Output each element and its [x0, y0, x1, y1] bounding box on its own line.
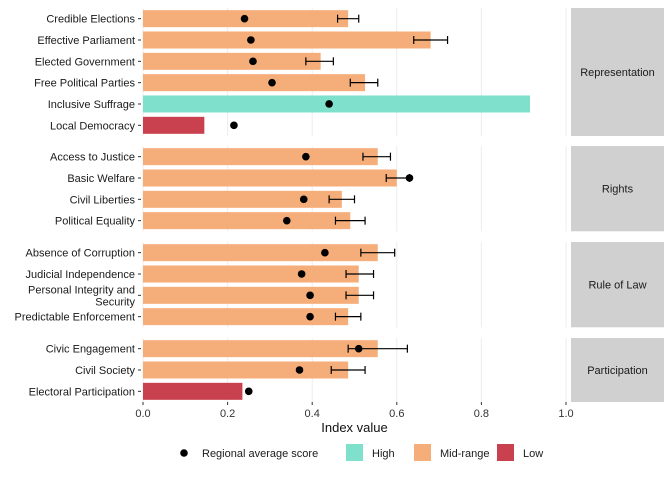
bar: [143, 52, 321, 70]
facet-strip: [571, 8, 664, 136]
bar: [143, 286, 359, 304]
regional-average-point: [325, 100, 333, 108]
bar: [143, 361, 349, 379]
regional-average-point: [247, 36, 255, 44]
bar: [143, 190, 342, 208]
category-label: Access to Justice: [50, 152, 135, 164]
category-label: Judicial Independence: [26, 269, 135, 281]
legend-swatch-mid-range: [414, 444, 431, 461]
category-label: Effective Parliament: [37, 35, 135, 47]
x-tick-label: 0.4: [305, 408, 320, 420]
legend-point-key: [180, 449, 188, 457]
panel-background: [141, 8, 568, 136]
facet-panel-rights: Rights Access to Justice Basic Welfare Civi…: [50, 146, 664, 232]
legend-label-low: Low: [523, 448, 543, 460]
bar: [143, 31, 431, 49]
regional-average-point: [306, 312, 314, 321]
facet-panel-participation: Participation Civic Engagement Civil Socie…: [29, 338, 664, 402]
facet-strip-label: Rights: [602, 184, 634, 196]
category-label: Predictable Enforcement: [15, 312, 135, 324]
bar: [143, 169, 397, 187]
x-axis: 0.0 0.2 0.4 0.6 0.8 1.0: [135, 401, 574, 420]
category-label: Political Equality: [55, 216, 136, 228]
category-label: Electoral Participation: [29, 386, 135, 398]
regional-average-point: [268, 78, 276, 87]
bar: [143, 74, 366, 92]
legend-swatch-high: [346, 444, 363, 461]
category-label: Local Democracy: [50, 120, 135, 132]
x-tick-label: 1.0: [558, 408, 573, 420]
x-tick-label: 0.6: [389, 408, 404, 420]
bar: [143, 148, 378, 166]
legend-point-label: Regional average score: [202, 448, 318, 460]
regional-average-point: [240, 14, 249, 23]
facet-panels: Representation Credible Elections Effectiv…: [15, 8, 664, 402]
category-label: Absence of Corruption: [26, 248, 135, 260]
bar: [143, 95, 531, 113]
bar: [143, 244, 378, 262]
x-tick-label: 0.0: [135, 408, 150, 420]
bar: [143, 382, 243, 400]
regional-average-point: [306, 291, 314, 300]
bar: [143, 265, 359, 283]
regional-average-point: [297, 270, 306, 278]
regional-average-point: [244, 387, 253, 396]
bar: [143, 308, 349, 326]
regional-average-point: [249, 57, 257, 66]
x-axis-title: Index value: [321, 420, 388, 435]
x-tick-label: 0.2: [220, 408, 235, 420]
facet-panel-representation: Representation Credible Elections Effectiv…: [34, 8, 664, 136]
category-label: Elected Government: [35, 56, 135, 68]
facet-strip-label: Rule of Law: [588, 280, 646, 292]
category-label: Credible Elections: [46, 14, 135, 26]
regional-average-point: [283, 216, 291, 225]
regional-average-point: [405, 174, 414, 182]
facet-strip: [571, 146, 664, 232]
regional-average-point: [299, 195, 308, 204]
bar: [143, 340, 378, 358]
facet-strip: [571, 242, 664, 328]
regional-average-point: [354, 344, 363, 353]
facet-panel-rule-of-law: Rule of Law Absence of Corruption Judicial…: [15, 242, 664, 328]
legend-swatch-low: [497, 444, 514, 461]
facet-strip: [571, 338, 664, 402]
category-label: Civic Engagement: [46, 344, 135, 356]
category-label: Basic Welfare: [67, 173, 135, 185]
regional-average-point: [295, 366, 304, 374]
category-label: Inclusive Suffrage: [48, 99, 135, 111]
regional-average-point: [321, 248, 329, 257]
regional-average-point: [302, 152, 310, 161]
x-tick-label: 0.8: [474, 408, 489, 420]
category-label: Free Political Parties: [34, 78, 135, 90]
legend-label-high: High: [372, 448, 395, 460]
legend-label-mid-range: Mid-range: [440, 448, 490, 460]
category-label: Civil Liberties: [70, 194, 136, 206]
facet-strip-label: Representation: [580, 67, 655, 79]
category-label: Civil Society: [75, 365, 135, 377]
legend: Regional average score High Mid-range Low: [180, 444, 543, 461]
bar: [143, 116, 205, 134]
bar: [143, 212, 351, 230]
facet-strip-label: Participation: [587, 365, 648, 377]
regional-average-point: [230, 121, 238, 130]
category-label: Personal Integrity and Security: [28, 284, 136, 308]
